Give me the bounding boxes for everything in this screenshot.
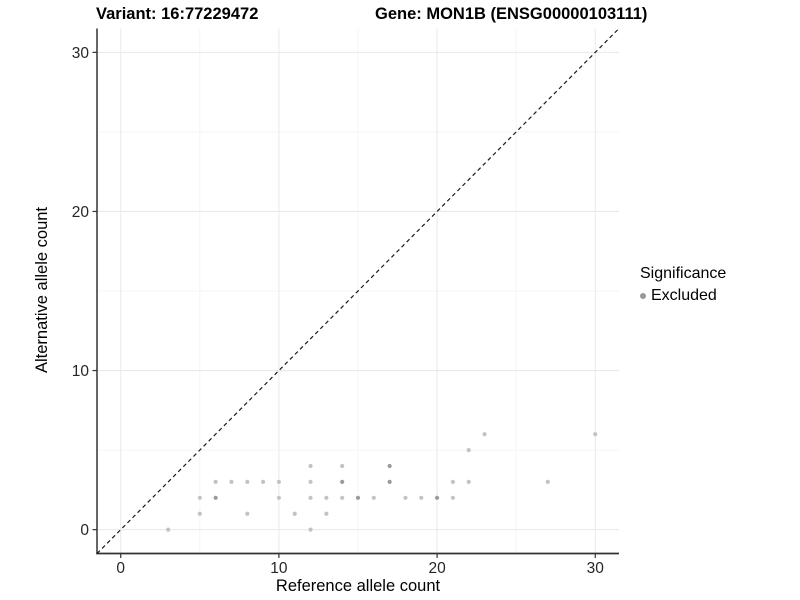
- data-point: [419, 495, 424, 500]
- data-point: [213, 495, 218, 500]
- legend-entry-label: Excluded: [651, 287, 717, 304]
- x-tick-label: 0: [116, 560, 125, 577]
- data-point: [197, 495, 202, 500]
- legend-entry-excluded: Excluded: [640, 287, 726, 305]
- x-tick-label: 30: [587, 560, 605, 577]
- data-point: [340, 479, 345, 485]
- data-point: [308, 479, 313, 485]
- variant-title: Variant: 16:77229472: [96, 5, 259, 23]
- data-point: [355, 495, 361, 500]
- legend-title: Significance: [640, 265, 727, 282]
- data-points: [166, 432, 598, 532]
- data-point: [229, 479, 234, 485]
- x-axis-title: Reference allele count: [276, 577, 441, 595]
- data-point: [340, 495, 345, 500]
- data-point: [292, 511, 297, 516]
- data-point: [260, 479, 266, 485]
- data-point: [308, 463, 313, 469]
- data-point: [450, 495, 456, 500]
- data-point: [466, 479, 471, 485]
- data-point: [482, 432, 487, 437]
- y-axis-title: Alternative allele count: [33, 207, 51, 373]
- data-point: [213, 479, 218, 485]
- data-point: [466, 447, 471, 453]
- major-gridlines: [97, 28, 619, 554]
- gene-title: Gene: MON1B (ENSG00000103111): [375, 5, 648, 23]
- data-point: [308, 495, 313, 500]
- legend: Significance Excluded: [640, 265, 726, 305]
- data-point: [371, 495, 376, 500]
- identity-dashed-line: [96, 28, 620, 554]
- data-point: [324, 511, 329, 516]
- y-tick-label: 20: [72, 204, 90, 221]
- data-point: [245, 479, 250, 485]
- data-point: [276, 479, 282, 485]
- data-point: [324, 495, 329, 500]
- data-point: [593, 432, 598, 437]
- data-point: [340, 463, 345, 469]
- data-point: [403, 495, 408, 500]
- axis-tick-labels: 0 10 20 30 0 10 20 30: [72, 45, 605, 577]
- data-point: [545, 479, 550, 485]
- data-point: [276, 495, 282, 500]
- x-tick-label: 20: [428, 560, 446, 577]
- data-point: [166, 527, 171, 532]
- y-tick-label: 30: [72, 45, 90, 62]
- data-point: [387, 479, 392, 485]
- y-tick-label: 0: [80, 522, 89, 539]
- legend-point-icon: [640, 293, 646, 299]
- y-tick-label: 10: [72, 363, 90, 380]
- data-point: [450, 479, 456, 485]
- data-point: [434, 495, 440, 500]
- data-point: [197, 511, 202, 516]
- data-point: [387, 463, 392, 469]
- axis-tick-marks: [92, 51, 596, 558]
- axis-lines: [96, 28, 619, 555]
- data-point: [308, 527, 313, 532]
- x-tick-label: 10: [270, 560, 288, 577]
- data-point: [245, 511, 250, 516]
